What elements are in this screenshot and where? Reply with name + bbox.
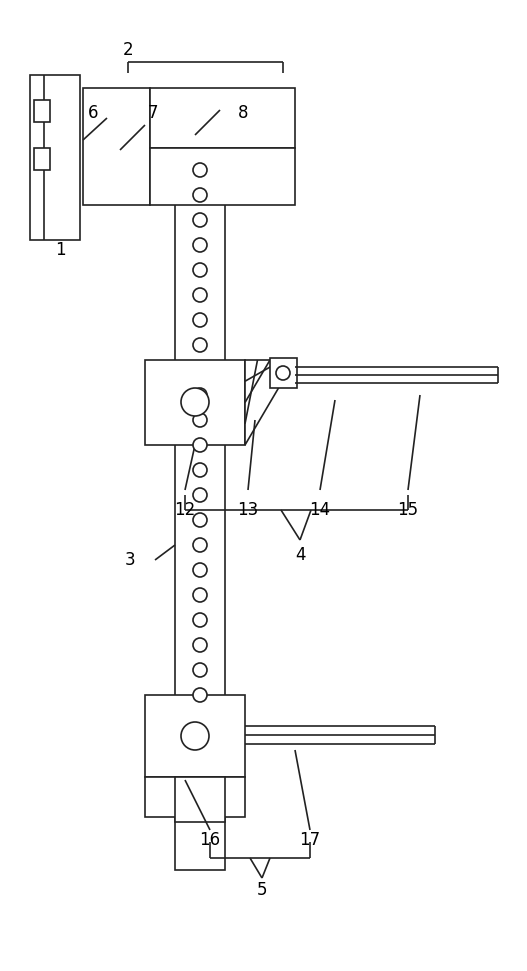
Circle shape [193, 463, 207, 477]
Circle shape [193, 388, 207, 402]
Circle shape [193, 263, 207, 277]
Circle shape [193, 163, 207, 177]
Circle shape [193, 688, 207, 702]
Text: 8: 8 [238, 104, 248, 122]
Bar [150, 148, 295, 205]
Text: 6: 6 [88, 104, 98, 122]
Circle shape [193, 588, 207, 602]
Circle shape [193, 438, 207, 452]
Text: 15: 15 [397, 501, 418, 519]
Circle shape [193, 188, 207, 202]
Circle shape [276, 366, 290, 380]
Circle shape [193, 413, 207, 427]
Bar [83, 88, 150, 205]
Bar [30, 75, 80, 240]
Bar [270, 358, 297, 388]
Text: 13: 13 [237, 501, 259, 519]
Text: 7: 7 [148, 104, 158, 122]
Bar [34, 100, 50, 122]
Bar [175, 777, 225, 822]
Bar [34, 148, 50, 170]
Polygon shape [245, 360, 295, 445]
Bar [145, 695, 245, 777]
Bar [150, 88, 295, 148]
Text: 1: 1 [55, 241, 65, 259]
Text: 16: 16 [199, 831, 221, 849]
Bar [145, 360, 245, 445]
Circle shape [193, 513, 207, 527]
Circle shape [193, 488, 207, 502]
Circle shape [193, 288, 207, 302]
Text: 2: 2 [123, 41, 133, 59]
Bar [145, 777, 245, 817]
Circle shape [193, 563, 207, 577]
Circle shape [193, 338, 207, 352]
Text: 12: 12 [174, 501, 196, 519]
Circle shape [193, 613, 207, 627]
Text: 3: 3 [125, 551, 135, 569]
Circle shape [181, 722, 209, 750]
Circle shape [193, 538, 207, 552]
Circle shape [193, 638, 207, 652]
Circle shape [193, 313, 207, 327]
Circle shape [181, 388, 209, 416]
Text: 5: 5 [257, 881, 267, 899]
Text: 17: 17 [299, 831, 320, 849]
Text: 4: 4 [295, 546, 305, 564]
Circle shape [193, 213, 207, 227]
Text: 14: 14 [309, 501, 330, 519]
Circle shape [193, 238, 207, 252]
Bar [175, 155, 225, 870]
Circle shape [193, 663, 207, 677]
